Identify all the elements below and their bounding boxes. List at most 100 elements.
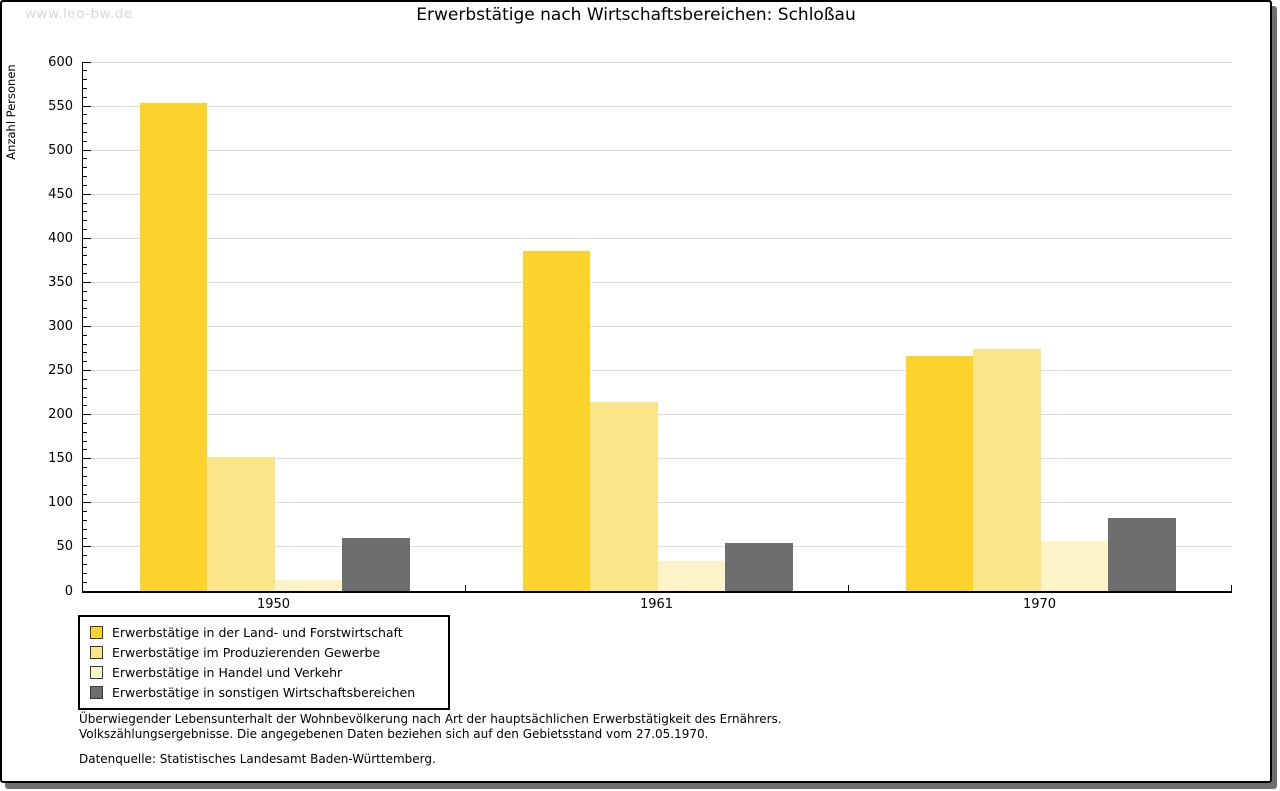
y-minor-tick	[83, 334, 87, 336]
legend-row: Erwerbstätige in der Land- und Forstwirt…	[90, 622, 440, 642]
footnote-source: Datenquelle: Statistisches Landesamt Bad…	[79, 752, 436, 766]
y-tick-label: 550	[48, 98, 73, 114]
y-minor-tick	[83, 440, 87, 442]
y-minor-tick	[83, 299, 87, 301]
y-minor-tick	[83, 158, 87, 160]
bar-series3-1970	[1040, 540, 1108, 591]
y-minor-tick	[83, 519, 87, 521]
y-major-tick	[83, 546, 91, 548]
y-tick-label: 50	[56, 539, 73, 555]
y-minor-tick	[83, 449, 87, 451]
y-tick-label: 200	[48, 407, 73, 423]
y-major-tick	[83, 193, 91, 195]
y-tick-label: 450	[48, 186, 73, 202]
y-major-tick	[83, 61, 91, 63]
y-minor-tick	[83, 176, 87, 178]
legend-label: Erwerbstätige in sonstigen Wirtschaftsbe…	[112, 684, 416, 700]
y-minor-tick	[83, 475, 87, 477]
footnote-line1: Überwiegender Lebensunterhalt der Wohnbe…	[79, 712, 782, 726]
y-minor-tick	[83, 255, 87, 257]
y-minor-tick	[83, 422, 87, 424]
y-tick-label: 400	[48, 230, 73, 246]
y-minor-tick	[83, 220, 87, 222]
gridline	[83, 502, 1232, 504]
y-minor-tick	[83, 290, 87, 292]
y-tick-label: 600	[48, 54, 73, 70]
y-axis-title: Anzahl Personen	[4, 64, 18, 160]
y-minor-tick	[83, 511, 87, 513]
y-minor-tick	[83, 537, 87, 539]
y-minor-tick	[83, 123, 87, 125]
legend-swatch-icon	[90, 625, 103, 639]
gridline	[83, 546, 1232, 548]
y-major-tick	[83, 370, 91, 372]
gridline	[83, 458, 1232, 460]
y-minor-tick	[83, 555, 87, 557]
y-minor-tick	[83, 361, 87, 363]
legend-swatch-icon	[90, 685, 103, 699]
x-axis-tick	[848, 585, 849, 591]
y-tick-label: 500	[48, 142, 73, 158]
y-major-tick	[83, 414, 91, 416]
bar-series4-1961	[725, 543, 793, 591]
y-minor-tick	[83, 467, 87, 469]
legend-row: Erwerbstätige im Produzierenden Gewerbe	[90, 642, 440, 662]
plot-area	[82, 61, 1232, 593]
footnote-line2: Volkszählungsergebnisse. Die angegebenen…	[79, 727, 709, 741]
legend-row: Erwerbstätige in Handel und Verkehr	[90, 662, 440, 682]
y-major-tick	[83, 281, 91, 283]
y-tick-label: 0	[64, 583, 73, 599]
y-minor-tick	[83, 564, 87, 566]
y-minor-tick	[83, 87, 87, 89]
y-major-tick	[83, 237, 91, 239]
y-minor-tick	[83, 132, 87, 134]
bar-series2-1950	[207, 457, 275, 591]
y-tick-label: 350	[48, 274, 73, 290]
bar-series4-1970	[1108, 517, 1176, 591]
legend-swatch-icon	[90, 665, 103, 679]
gridline	[83, 370, 1232, 372]
y-tick-label: 250	[48, 363, 73, 379]
y-minor-tick	[83, 387, 87, 389]
y-minor-tick	[83, 431, 87, 433]
y-minor-tick	[83, 184, 87, 186]
y-tick-label: 300	[48, 319, 73, 334]
y-minor-tick	[83, 396, 87, 398]
y-major-tick	[83, 105, 91, 107]
gridline	[83, 326, 1232, 327]
x-axis-tick	[465, 585, 466, 591]
y-minor-tick	[83, 273, 87, 275]
y-minor-tick	[83, 229, 87, 231]
y-minor-tick	[83, 308, 87, 310]
legend-label: Erwerbstätige in der Land- und Forstwirt…	[112, 624, 403, 640]
legend-row: Erwerbstätige in sonstigen Wirtschaftsbe…	[90, 682, 440, 702]
bar-series1-1950	[139, 103, 207, 591]
bar-series1-1961	[522, 250, 590, 591]
gridline	[83, 193, 1232, 195]
bar-series3-1950	[274, 579, 342, 591]
gridline	[83, 149, 1232, 151]
y-minor-tick	[83, 167, 87, 169]
bar-series2-1970	[973, 349, 1041, 591]
gridline	[83, 61, 1232, 63]
y-minor-tick	[83, 378, 87, 380]
y-major-tick	[83, 149, 91, 151]
bar-series2-1961	[590, 402, 658, 591]
y-minor-tick	[83, 211, 87, 213]
legend-box: Erwerbstätige in der Land- und Forstwirt…	[78, 615, 450, 710]
y-minor-tick	[83, 96, 87, 98]
y-minor-tick	[83, 79, 87, 81]
y-major-tick	[83, 502, 91, 504]
y-major-tick	[83, 458, 91, 460]
y-minor-tick	[83, 572, 87, 574]
chart-title: Erwerbstätige nach Wirtschaftsbereichen:…	[416, 5, 856, 25]
y-minor-tick	[83, 264, 87, 266]
x-tick-label: 1970	[1022, 597, 1057, 612]
gridline	[83, 237, 1232, 239]
bar-series1-1970	[905, 356, 973, 591]
watermark: www.leo-bw.de	[25, 6, 133, 22]
y-minor-tick	[83, 581, 87, 583]
y-minor-tick	[83, 317, 87, 319]
y-tick-label: 100	[48, 495, 73, 511]
